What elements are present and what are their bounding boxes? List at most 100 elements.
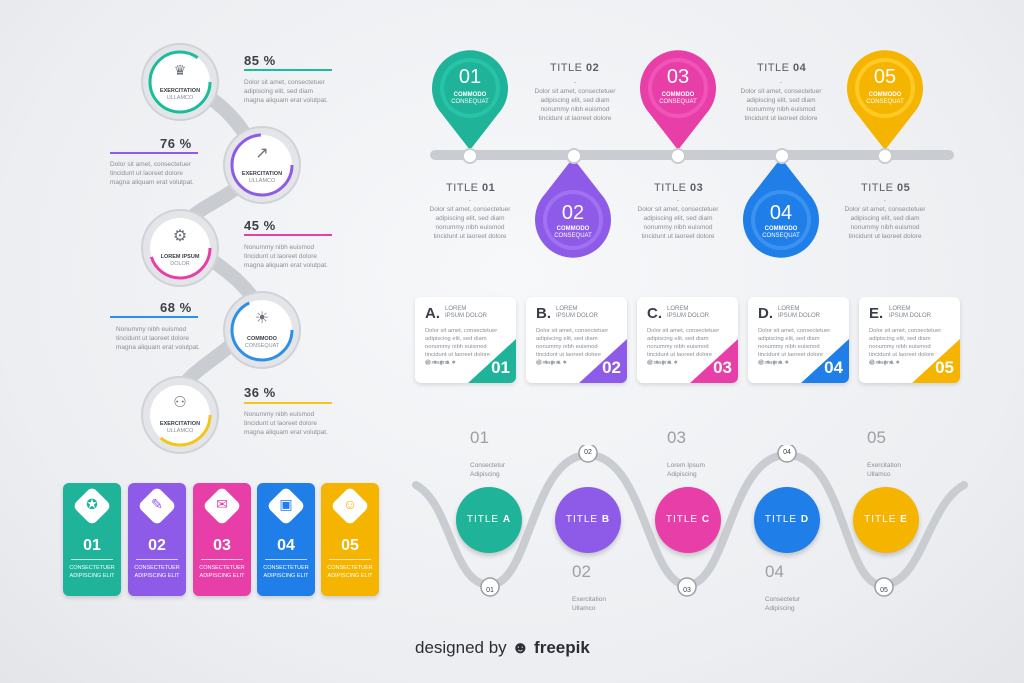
pin-label: COMMODO CONSEQUAT — [762, 226, 800, 239]
lightbulb-icon: ☀ — [254, 310, 270, 327]
pin-marker — [743, 158, 819, 258]
info-card: B. LOREM IPSUM DOLOR Dolor sit amet, cons… — [526, 297, 627, 383]
pin-text: - Dolor sit amet, consectetuer adipiscing … — [844, 197, 926, 240]
step-underline — [110, 316, 198, 318]
pin-marker — [535, 158, 611, 258]
monitor-icon: ▣ — [279, 496, 293, 512]
card-label: LOREM IPSUM DOLOR — [778, 306, 821, 319]
card-number: 05 — [935, 358, 954, 377]
card-number: 01 — [491, 358, 510, 377]
step-label: EXERCITATION — [159, 421, 201, 427]
info-card: E. LOREM IPSUM DOLOR Dolor sit amet, cons… — [859, 297, 960, 383]
step-ring: ⚙ LOREM IPSUM DOLOR — [140, 208, 220, 288]
step-label: EXERCITATION — [159, 88, 201, 94]
tab-number: 05 — [341, 537, 359, 554]
pin-text: - Dolor sit amet, consectetuer adipiscing … — [637, 197, 719, 240]
wave-caption-number: 01 — [470, 428, 489, 447]
card-text: Dolor sit amet, consectetuer adipiscing e… — [647, 328, 720, 366]
tab-number: 03 — [213, 537, 231, 554]
wave-caption: Consectetur Adipiscing — [470, 462, 506, 478]
step-text: Dolor sit amet, consectetuer tincidunt ut… — [110, 161, 194, 186]
info-card: C. LOREM IPSUM DOLOR Dolor sit amet, cons… — [637, 297, 738, 383]
step-label: COMMODO — [247, 336, 277, 342]
pin-label: COMMODO CONSEQUAT — [866, 92, 904, 105]
pin-marker — [847, 50, 923, 151]
pin-marker — [640, 50, 716, 151]
step-sub: ULLAMCO — [166, 95, 194, 101]
card-footer-dots: ◍ ● ● ● ● — [536, 359, 567, 366]
pin-title: TITLE 02 — [550, 62, 600, 74]
wave-badge: 03 — [683, 587, 691, 594]
card-label: LOREM IPSUM DOLOR — [889, 306, 932, 319]
pin-marker — [432, 50, 508, 151]
card-footer-dots: ◍ ● ● ● ● — [869, 359, 900, 366]
tab-number: 04 — [277, 537, 295, 554]
wave-circle: TITLE D — [754, 487, 820, 553]
pin-label: COMMODO CONSEQUAT — [554, 226, 592, 239]
pin-title: TITLE 04 — [757, 62, 807, 74]
card-letter: C. — [647, 305, 662, 322]
icon-tab: ✪ 01 CONSECTETUER ADIPISCING ELIT — [63, 483, 121, 596]
tab-number: 01 — [83, 537, 101, 554]
pin-number: 01 — [458, 66, 482, 88]
award-icon: ✪ — [86, 496, 98, 512]
step-ring: ♛ EXERCITATION ULLAMCO — [140, 42, 220, 122]
pin-number: 02 — [561, 202, 585, 224]
freepik-logo-icon: ☻ — [511, 638, 530, 657]
step-underline — [244, 69, 332, 71]
step-text: Dolor sit amet, consectetuer adipiscing e… — [244, 79, 328, 104]
card-letter: E. — [869, 305, 884, 322]
step-sub: ULLAMCO — [166, 428, 194, 434]
pin-number: 04 — [769, 202, 793, 224]
wave-circle: TITLE B — [555, 487, 621, 553]
step-sub: CONSEQUAT — [244, 343, 280, 349]
wave-caption: Lorem Ipsum Adipiscing — [667, 462, 705, 478]
wave-badge: 05 — [880, 587, 888, 594]
card-text: Dolor sit amet, consectetuer adipiscing e… — [869, 328, 942, 366]
credit-prefix: designed by — [415, 638, 507, 657]
wave-caption: Exercitation Ullamco — [572, 596, 606, 612]
credit-line: designed by ☻ freepik — [415, 638, 590, 658]
step-percent: 76 % — [160, 136, 192, 151]
wave-path — [412, 445, 968, 597]
pin-text: - Dolor sit amet, consectetuer adipiscing … — [429, 197, 511, 240]
wave-circle: TITLE A — [456, 487, 522, 553]
card-letter: B. — [536, 305, 551, 322]
tab-label: CONSECTETUER ADIPISCING ELIT — [327, 565, 373, 579]
card-number: 02 — [602, 358, 621, 377]
icon-tab: ✎ 02 CONSECTETUER ADIPISCING ELIT — [128, 483, 186, 596]
tab-label: CONSECTETUER ADIPISCING ELIT — [199, 565, 245, 579]
icon-tab: ☺ 05 CONSECTETUER ADIPISCING ELIT — [321, 483, 379, 596]
pin-title: TITLE 03 — [654, 182, 704, 194]
step-percent: 45 % — [244, 218, 276, 233]
idea-head-icon: ☺ — [342, 496, 358, 512]
step-sub: DOLOR — [170, 261, 190, 267]
icon-tab: ▣ 04 CONSECTETUER ADIPISCING ELIT — [257, 483, 315, 596]
info-card: D. LOREM IPSUM DOLOR Dolor sit amet, cons… — [748, 297, 849, 383]
team-icon: ⚇ — [173, 394, 187, 411]
chat-icon: ✉ — [216, 496, 228, 512]
card-footer-dots: ◍ ● ● ● ● — [647, 359, 678, 366]
step-ring: ↗ EXERCITATION ULLAMCO — [222, 125, 302, 205]
timeline-dots — [462, 148, 893, 164]
step-underline — [110, 152, 198, 154]
pin-text: - Dolor sit amet, consectetuer adipiscing … — [534, 79, 616, 122]
step-percent: 36 % — [244, 385, 276, 400]
step-ring: ⚇ EXERCITATION ULLAMCO — [140, 375, 220, 455]
step-percent: 85 % — [244, 53, 276, 68]
wave-badge: 04 — [783, 449, 791, 456]
step-label: LOREM IPSUM — [160, 254, 200, 260]
step-ring: ☀ COMMODO CONSEQUAT — [222, 290, 302, 370]
step-label: EXERCITATION — [241, 171, 283, 177]
wave-caption-number: 03 — [667, 428, 686, 447]
tab-label: CONSECTETUER ADIPISCING ELIT — [134, 565, 180, 579]
tab-label: CONSECTETUER ADIPISCING ELIT — [263, 565, 309, 579]
step-text: Nonummy nibh euismod tincidunt ut laoreet… — [244, 411, 328, 436]
growth-chart-icon: ↗ — [255, 145, 269, 162]
card-label: LOREM IPSUM DOLOR — [667, 306, 710, 319]
card-footer-dots: ◍ ● ● ● ● — [425, 359, 456, 366]
icon-tab: ✉ 03 CONSECTETUER ADIPISCING ELIT — [193, 483, 251, 596]
card-number: 03 — [713, 358, 732, 377]
pin-number: 03 — [666, 66, 690, 88]
card-letter: D. — [758, 305, 773, 322]
